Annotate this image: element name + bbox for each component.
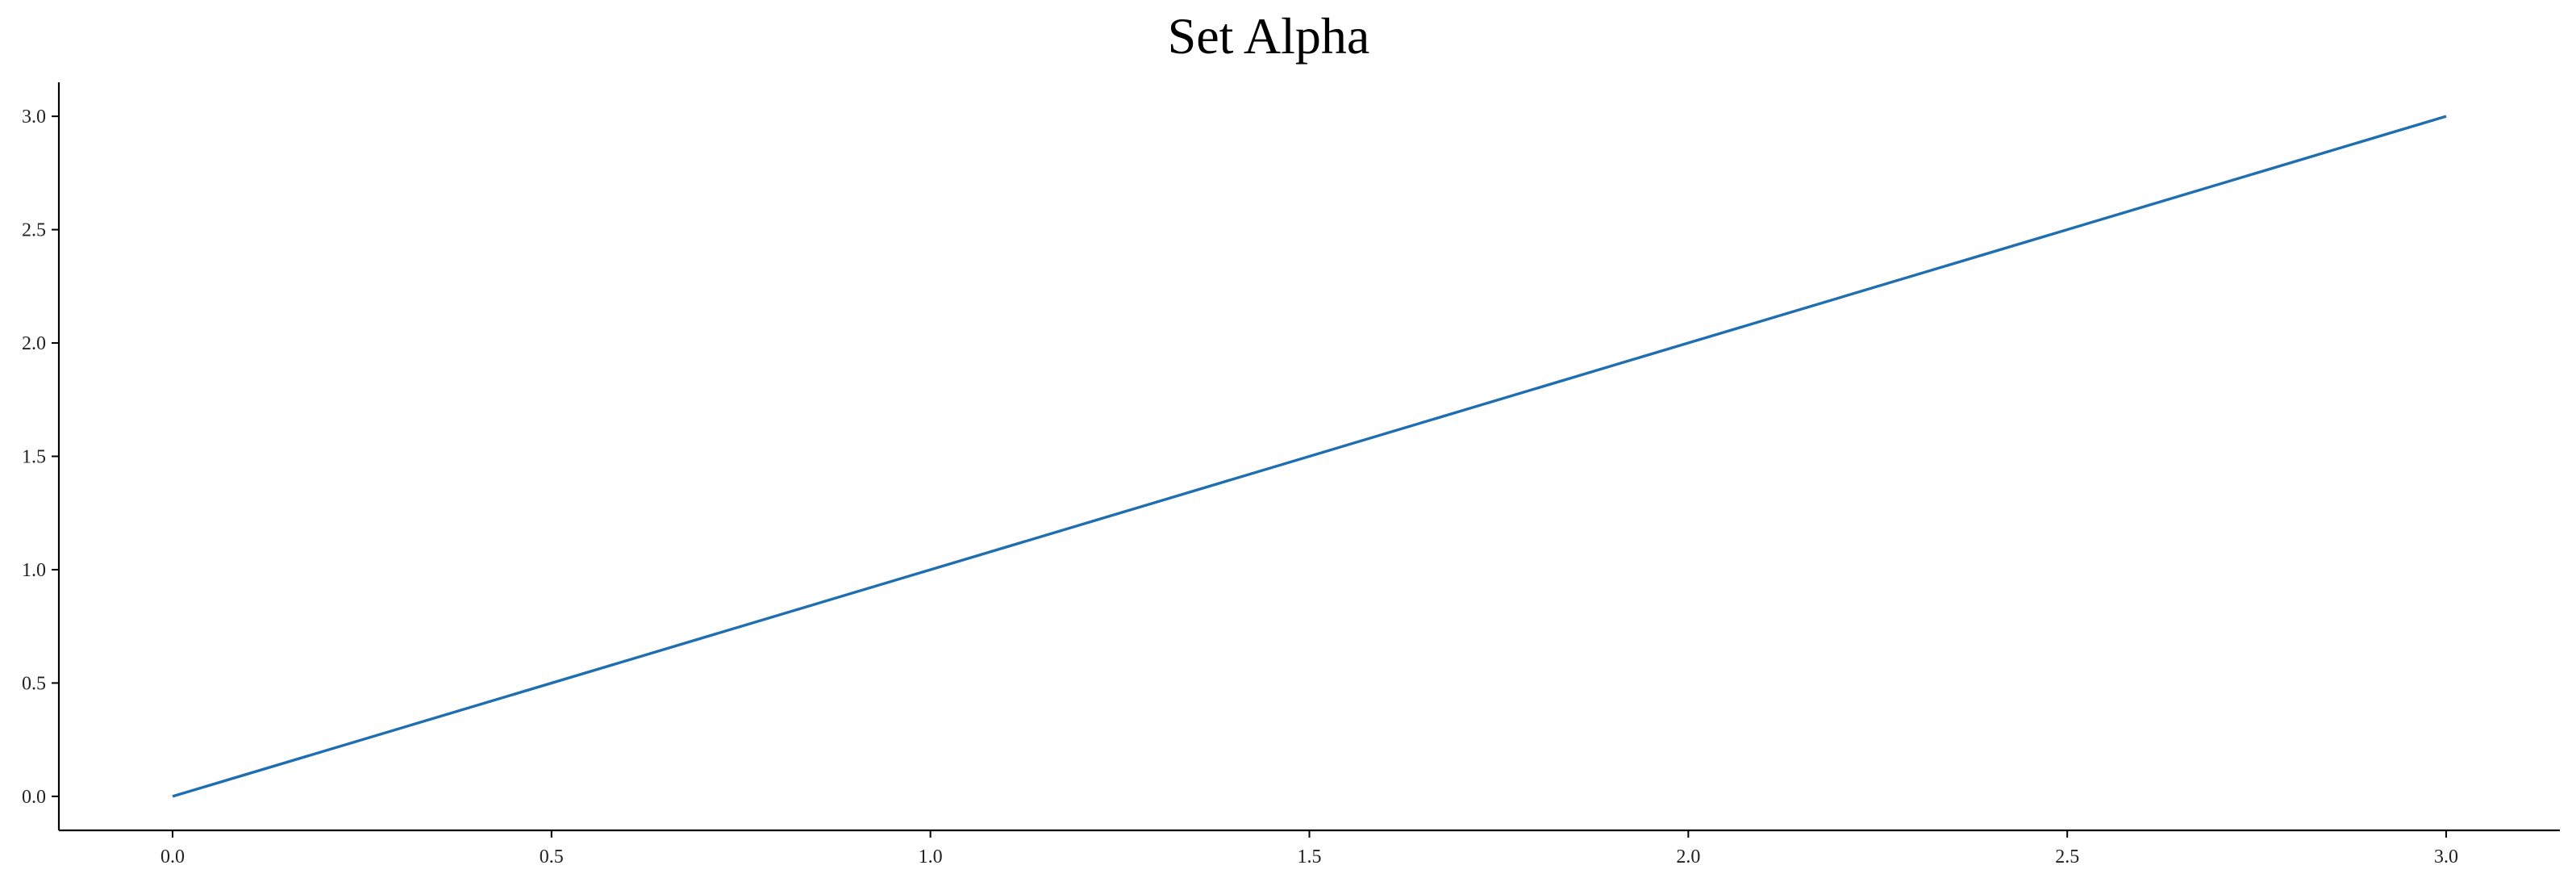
x-tick-label: 2.0 (1676, 846, 1700, 867)
y-tick-label: 2.0 (22, 333, 46, 354)
y-tick-label: 2.5 (22, 220, 46, 241)
x-tick-label: 0.0 (160, 846, 185, 867)
x-tick-label: 1.5 (1298, 846, 1322, 867)
y-tick-label: 0.0 (22, 787, 46, 808)
y-tick-label: 1.0 (22, 560, 46, 581)
series-line (172, 115, 2447, 798)
y-tick-label: 1.5 (22, 447, 46, 468)
y-tick-label: 0.5 (22, 673, 46, 694)
x-tick-label: 0.5 (540, 846, 564, 867)
chart-title: Set Alpha (1168, 7, 1370, 65)
x-tick-label: 2.5 (2055, 846, 2079, 867)
x-tick-label: 3.0 (2434, 846, 2458, 867)
x-tick-label: 1.0 (919, 846, 943, 867)
plot-area: 0.0 0.5 1.0 1.5 2.0 2.5 3.0 0.0 0.5 1.0 1.5 2.0 2.5 3… (22, 82, 2560, 867)
y-tick-label: 3.0 (22, 107, 46, 127)
